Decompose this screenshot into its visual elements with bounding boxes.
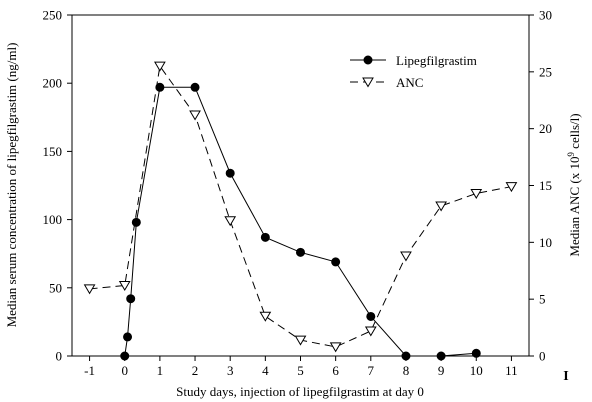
data-point: [296, 247, 305, 257]
y-left-tick-label: 50: [49, 280, 62, 295]
legend-lipegfilgrastim-marker: [350, 55, 386, 65]
legend: Lipegfilgrastim ANC: [350, 53, 477, 90]
y-left-tick-label: 0: [56, 349, 63, 364]
data-point: [259, 311, 272, 322]
data-point: [123, 332, 133, 342]
x-tick-label: 10: [470, 363, 483, 378]
data-point: [401, 351, 411, 361]
y-left-tick-label: 250: [43, 8, 63, 23]
y-right-axis-title: Median ANC (x 109 cells/l): [566, 113, 582, 256]
series-lipegfilgrastim: [120, 82, 481, 361]
data-point: [260, 232, 270, 242]
data-point: [505, 182, 518, 193]
series-anc: [83, 61, 518, 353]
x-tick-label: 4: [262, 363, 269, 378]
corner-annotation: I: [563, 369, 568, 384]
series-layer: [83, 61, 518, 361]
data-point: [331, 257, 341, 267]
x-tick-label: 8: [403, 363, 410, 378]
x-axis-title: Study days, injection of lipegfilgrastim…: [176, 384, 424, 399]
data-point: [131, 217, 141, 227]
data-point: [190, 82, 200, 92]
data-point: [436, 351, 446, 361]
y-left-axis: 0 50 100 150 200 250: [43, 8, 72, 364]
legend-anc-label: ANC: [396, 75, 423, 90]
data-point: [189, 110, 201, 121]
y-left-tick-label: 200: [43, 76, 63, 91]
y-left-tick-label: 100: [43, 212, 63, 227]
legend-lipegfilgrastim-label: Lipegfilgrastim: [396, 53, 477, 68]
data-point: [470, 188, 483, 199]
y-right-tick-label: 10: [539, 235, 552, 250]
data-point: [126, 294, 136, 304]
x-tick-label: 5: [297, 363, 304, 378]
y-right-tick-label: 0: [539, 349, 546, 364]
y-right-tick-label: 20: [539, 121, 552, 136]
y-right-tick-label: 5: [539, 292, 546, 307]
x-tick-label: 1: [157, 363, 164, 378]
data-point: [118, 281, 131, 292]
data-point: [435, 201, 447, 212]
data-point: [224, 216, 237, 227]
series-line: [124, 86, 477, 357]
series-line: [89, 64, 512, 348]
y-right-tick-label: 30: [539, 8, 552, 23]
data-point: [120, 351, 130, 361]
data-point: [155, 82, 165, 92]
data-point: [329, 342, 342, 353]
y-right-title-exponent: 9: [566, 152, 576, 157]
y-left-axis-title: Median serum concentration of lipegfilgr…: [4, 43, 19, 328]
x-tick-label: -1: [84, 363, 95, 378]
data-point: [471, 348, 481, 358]
x-tick-label: 6: [332, 363, 339, 378]
x-tick-label: 9: [438, 363, 445, 378]
legend-symbol: [362, 77, 374, 88]
data-point: [366, 311, 376, 321]
data-point: [364, 326, 377, 337]
x-tick-label: 2: [192, 363, 199, 378]
y-right-axis: 0 5 10 15 20 25 30: [529, 8, 552, 364]
y-right-title-unit: cells/l): [567, 113, 582, 152]
y-right-tick-label: 15: [539, 178, 552, 193]
y-right-title-main: Median ANC (x 10: [567, 157, 582, 257]
legend-symbol: [363, 55, 373, 65]
x-tick-label: 7: [368, 363, 375, 378]
y-left-tick-label: 150: [43, 144, 63, 159]
data-point: [400, 251, 412, 262]
y-right-tick-label: 25: [539, 64, 552, 79]
x-tick-label: 3: [227, 363, 234, 378]
x-axis: -1 0 1 2 3 4 5 6 7 8 9 10 11: [84, 356, 518, 378]
x-tick-label: 0: [121, 363, 128, 378]
x-tick-label: 11: [505, 363, 518, 378]
legend-anc-marker: [350, 77, 386, 88]
data-point: [225, 168, 235, 178]
data-point: [83, 284, 96, 295]
data-point: [154, 61, 166, 72]
data-point: [294, 335, 307, 346]
